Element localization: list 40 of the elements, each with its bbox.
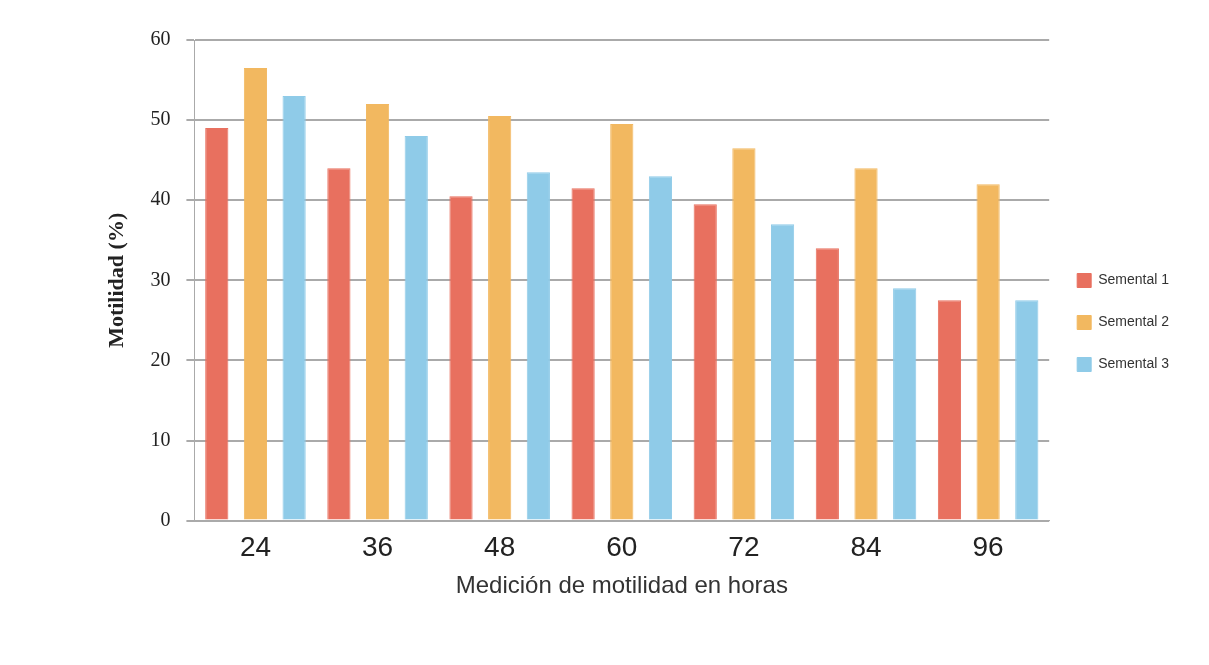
y-tick-label: 20 [150, 347, 171, 370]
bar [937, 300, 962, 520]
y-axis-title: Motilidad (%) [102, 212, 128, 348]
x-tick-label: 84 [850, 531, 882, 563]
x-axis-title: Medición de motilidad en horas [455, 571, 788, 599]
bar [449, 196, 473, 520]
bar [854, 168, 878, 520]
y-tick-label: 0 [160, 507, 171, 530]
y-tick-label: 50 [150, 107, 171, 130]
bar [488, 116, 512, 520]
bar [893, 288, 917, 520]
x-tick-label: 60 [606, 531, 638, 563]
bar [770, 224, 795, 520]
legend-label: Semental 1 [1098, 271, 1170, 288]
x-tick-label: 96 [972, 531, 1004, 563]
bar [648, 176, 673, 520]
y-tick-label: 40 [150, 187, 171, 210]
bar [526, 172, 550, 520]
bar [610, 124, 634, 520]
x-tick-label: 72 [728, 531, 760, 563]
bar [571, 188, 595, 520]
bar [815, 248, 839, 520]
x-tick-label: 36 [361, 531, 394, 563]
y-tick-label: 10 [150, 427, 171, 450]
legend-label: Semental 2 [1098, 313, 1170, 330]
bar [205, 128, 229, 520]
bar [365, 104, 390, 520]
bar [1015, 300, 1039, 520]
x-tick-label: 48 [484, 531, 516, 563]
bar [732, 148, 756, 520]
y-tick-label: 30 [150, 267, 171, 290]
legend-label: Semental 3 [1098, 355, 1170, 372]
bar [976, 184, 1000, 520]
bar [243, 68, 268, 520]
bar [282, 96, 306, 520]
x-tick-label: 24 [239, 531, 272, 563]
bar [693, 204, 717, 520]
bar [404, 136, 428, 520]
bar [327, 168, 351, 520]
y-tick-label: 60 [150, 27, 171, 50]
